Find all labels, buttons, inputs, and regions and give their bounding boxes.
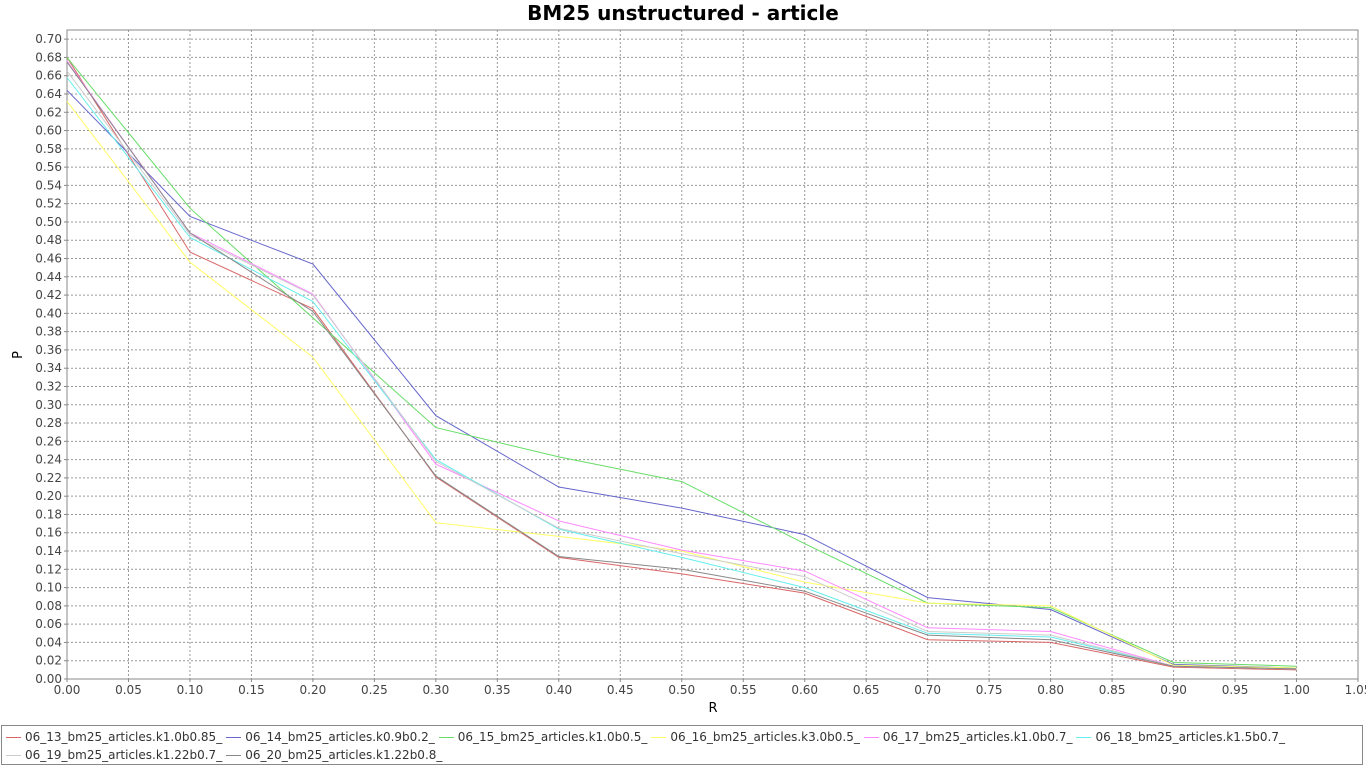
y-tick-label: 0.08 <box>35 599 62 613</box>
legend-item: 06_18_bm25_articles.k1.5b0.7_ <box>1076 728 1285 746</box>
y-tick-label: 0.02 <box>35 654 62 668</box>
x-tick-label: 0.50 <box>668 683 695 697</box>
x-tick-label: 0.40 <box>545 683 572 697</box>
y-tick-label: 0.04 <box>35 635 62 649</box>
y-tick-label: 0.58 <box>35 142 62 156</box>
legend-item: 06_14_bm25_articles.k0.9b0.2_ <box>226 728 435 746</box>
y-tick-label: 0.10 <box>35 581 62 595</box>
x-tick-label: 0.45 <box>607 683 634 697</box>
legend-item: 06_20_bm25_articles.k1.22b0.8_ <box>226 746 442 764</box>
y-tick-label: 0.48 <box>35 233 62 247</box>
legend-label: 06_20_bm25_articles.k1.22b0.8_ <box>245 748 443 762</box>
x-axis-label: R <box>708 701 717 716</box>
y-tick-label: 0.36 <box>35 343 62 357</box>
y-tick-label: 0.28 <box>35 416 62 430</box>
legend-swatch <box>1076 736 1092 738</box>
y-tick-label: 0.06 <box>35 617 62 631</box>
x-tick-label: 1.00 <box>1283 683 1310 697</box>
legend-label: 06_16_bm25_articles.k3.0b0.5_ <box>670 730 860 744</box>
x-tick-label: 0.05 <box>115 683 142 697</box>
x-tick-label: 0.55 <box>730 683 757 697</box>
y-tick-label: 0.24 <box>35 453 62 467</box>
series-line-06_19_bm25_articles.k1.22b0.7_ <box>66 70 1297 670</box>
series-line-06_16_bm25_articles.k3.0b0.5_ <box>66 100 1297 669</box>
x-tick-label: 0.10 <box>177 683 204 697</box>
y-tick-label: 0.40 <box>35 306 62 320</box>
y-tick-label: 0.18 <box>35 507 62 521</box>
y-tick-label: 0.68 <box>35 50 62 64</box>
y-axis: 0.00 0.02 0.04 0.06 0.08 0.10 0.12 0.14 0.16 0.18… <box>35 32 67 686</box>
y-tick-label: 0.00 <box>35 672 62 686</box>
series-line-06_18_bm25_articles.k1.5b0.7_ <box>66 77 1297 670</box>
legend-swatch <box>226 754 242 756</box>
plot-area <box>66 29 1359 680</box>
y-tick-label: 0.66 <box>35 69 62 83</box>
y-tick-label: 0.26 <box>35 434 62 448</box>
legend-label: 06_17_bm25_articles.k1.0b0.7_ <box>882 730 1073 744</box>
x-tick-label: 0.65 <box>853 683 880 697</box>
x-tick-label: 0.60 <box>791 683 818 697</box>
y-tick-label: 0.14 <box>35 544 62 558</box>
legend-label: 06_18_bm25_articles.k1.5b0.7_ <box>1095 730 1286 744</box>
y-tick-label: 0.32 <box>35 379 62 393</box>
legend-swatch <box>651 736 667 738</box>
y-tick-label: 0.44 <box>35 270 62 284</box>
legend-swatch <box>6 736 21 738</box>
legend-label: 06_13_bm25_articles.k1.0b0.85_ <box>25 730 223 744</box>
legend-item: 06_16_bm25_articles.k3.0b0.5_ <box>651 728 860 746</box>
x-tick-label: 0.75 <box>976 683 1003 697</box>
legend-item: 06_19_bm25_articles.k1.22b0.7_ <box>6 746 222 764</box>
y-tick-label: 0.22 <box>35 471 62 485</box>
y-tick-label: 0.56 <box>35 160 62 174</box>
series-line-06_20_bm25_articles.k1.22b0.8_ <box>66 61 1297 670</box>
series-line-06_17_bm25_articles.k1.0b0.7_ <box>66 60 1297 670</box>
y-tick-label: 0.30 <box>35 398 62 412</box>
y-tick-label: 0.46 <box>35 252 62 266</box>
chart-title: BM25 unstructured - article <box>527 1 839 25</box>
x-tick-label: 0.90 <box>1160 683 1187 697</box>
y-tick-label: 0.62 <box>35 105 62 119</box>
series-lines <box>66 57 1297 671</box>
legend-item: 06_17_bm25_articles.k1.0b0.7_ <box>863 728 1073 746</box>
y-tick-label: 0.38 <box>35 325 62 339</box>
x-tick-label: 0.15 <box>238 683 265 697</box>
x-tick-label: 0.00 <box>54 683 81 697</box>
line-chart: BM25 unstructured - article 0.00 0.05 0.10… <box>11 1 1366 716</box>
legend-item: 06_15_bm25_articles.k1.0b0.5_ <box>438 728 648 746</box>
y-tick-label: 0.70 <box>35 32 62 46</box>
y-tick-label: 0.34 <box>35 361 62 375</box>
x-tick-label: 1.05 <box>1345 683 1366 697</box>
y-tick-label: 0.20 <box>35 489 62 503</box>
y-tick-label: 0.50 <box>35 215 62 229</box>
y-axis-label: P <box>11 351 26 359</box>
y-tick-label: 0.42 <box>35 288 62 302</box>
y-tick-label: 0.64 <box>35 87 62 101</box>
x-tick-label: 0.30 <box>422 683 449 697</box>
x-tick-label: 0.80 <box>1037 683 1064 697</box>
x-tick-label: 0.35 <box>484 683 511 697</box>
legend-item: 06_13_bm25_articles.k1.0b0.85_ <box>6 728 222 746</box>
legend-swatch <box>6 754 21 756</box>
y-tick-label: 0.12 <box>35 562 62 576</box>
legend-swatch <box>438 736 454 738</box>
x-tick-label: 0.85 <box>1099 683 1126 697</box>
x-tick-label: 0.20 <box>300 683 327 697</box>
series-line-06_13_bm25_articles.k1.0b0.85_ <box>66 57 1297 671</box>
y-tick-label: 0.60 <box>35 124 62 138</box>
y-tick-label: 0.54 <box>35 178 62 192</box>
y-tick-label: 0.16 <box>35 526 62 540</box>
legend-swatch <box>863 736 879 738</box>
x-tick-label: 0.95 <box>1222 683 1249 697</box>
legend: 06_13_bm25_articles.k1.0b0.85_ 06_14_bm25… <box>1 725 1363 765</box>
legend-label: 06_15_bm25_articles.k1.0b0.5_ <box>457 730 648 744</box>
grid <box>66 30 1359 680</box>
legend-label: 06_14_bm25_articles.k0.9b0.2_ <box>245 730 435 744</box>
series-line-06_14_bm25_articles.k0.9b0.2_ <box>66 89 1297 669</box>
legend-swatch <box>226 736 242 738</box>
legend-label: 06_19_bm25_articles.k1.22b0.7_ <box>25 748 223 762</box>
x-tick-label: 0.70 <box>914 683 941 697</box>
x-tick-label: 0.25 <box>361 683 388 697</box>
y-tick-label: 0.52 <box>35 197 62 211</box>
x-axis: 0.00 0.05 0.10 0.15 0.20 0.25 0.30 0.35 0.40 0.45… <box>54 679 1366 697</box>
